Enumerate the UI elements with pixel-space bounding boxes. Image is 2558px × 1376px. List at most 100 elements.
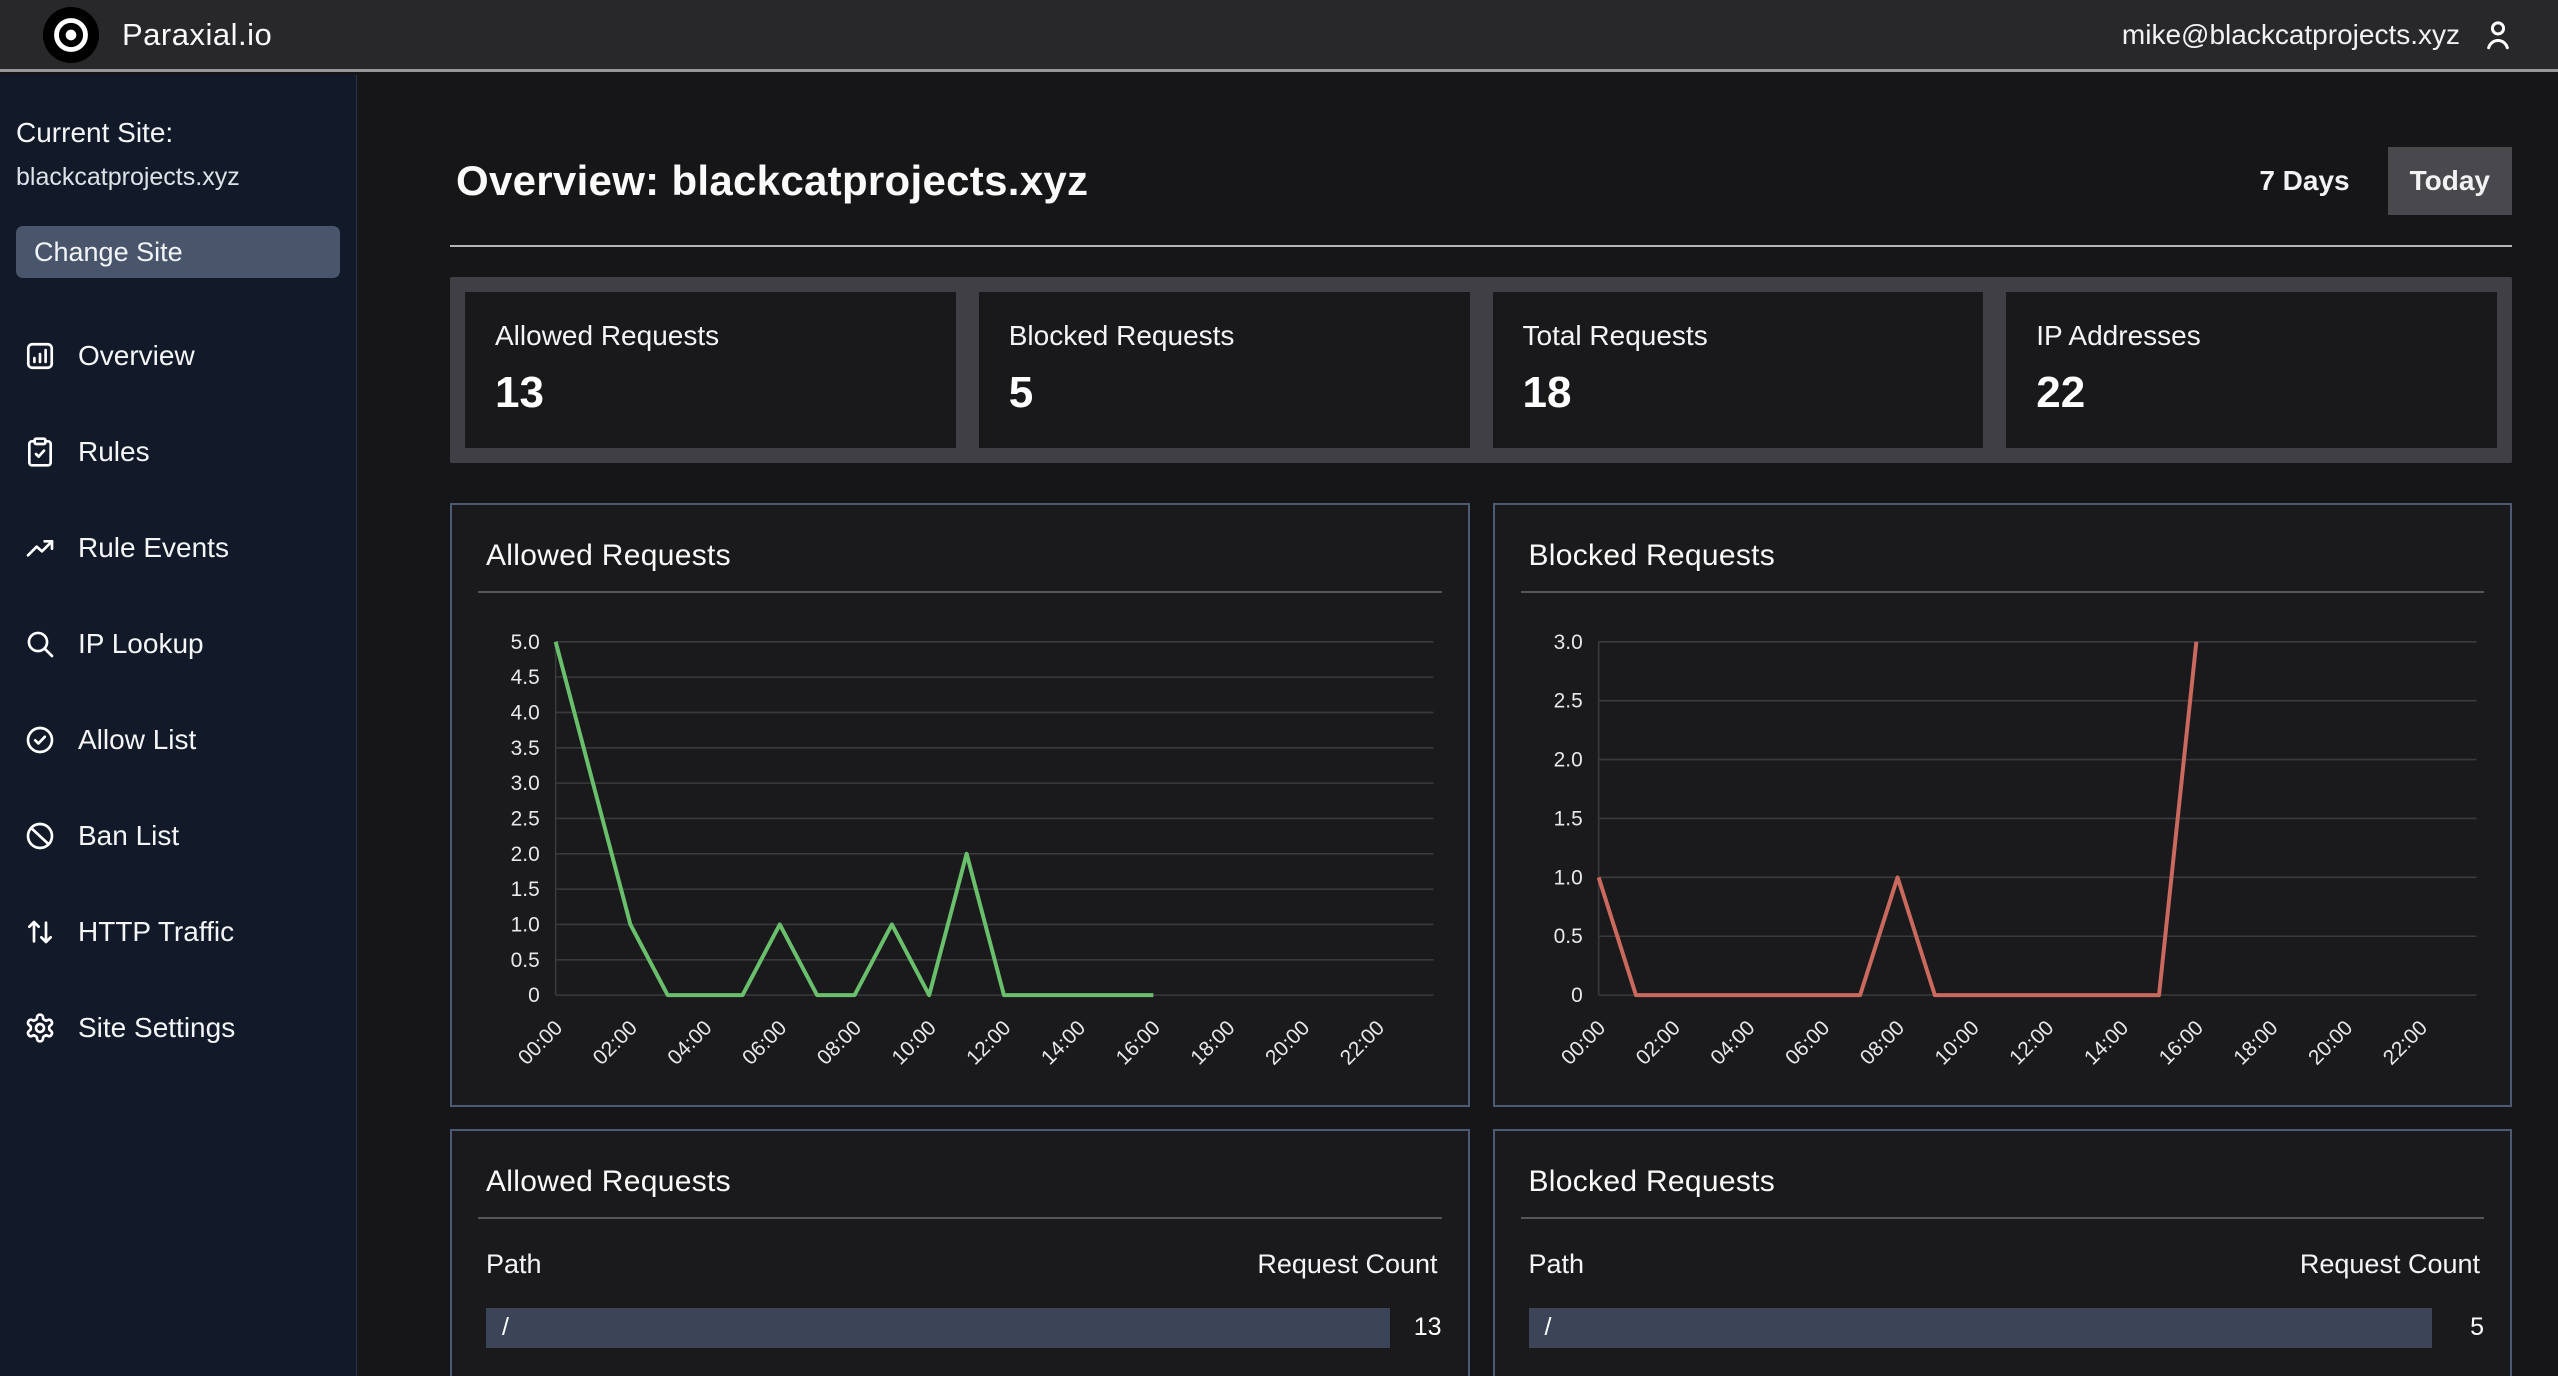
sidebar: Current Site: blackcatprojects.xyz Chang… xyxy=(0,75,357,1376)
svg-text:3.5: 3.5 xyxy=(511,737,540,760)
stat-card-allowed-requests: Allowed Requests 13 xyxy=(465,292,956,448)
path-bar: / xyxy=(486,1307,1390,1348)
main-content: Overview: blackcatprojects.xyz 7 Days To… xyxy=(357,75,2558,1376)
panel-divider xyxy=(1520,591,2484,593)
svg-text:16:00: 16:00 xyxy=(1112,1016,1165,1069)
svg-text:1.0: 1.0 xyxy=(511,913,540,936)
svg-text:04:00: 04:00 xyxy=(663,1016,716,1069)
sidebar-item-rules[interactable]: Rules xyxy=(16,426,340,478)
chart-panel-blocked-requests: Blocked Requests 0 0.5 1.0 1.5 2.0 2.5 3.0 00:0… xyxy=(1492,503,2512,1107)
user-menu[interactable]: mike@blackcatprojects.xyz xyxy=(2122,17,2516,53)
request-count-value: 5 xyxy=(2470,1313,2484,1342)
stat-card-ip-addresses: IP Addresses 22 xyxy=(2006,292,2497,448)
column-header-request-count: Request Count xyxy=(2299,1248,2480,1279)
trending-up-icon xyxy=(24,532,56,564)
sidebar-item-site-settings[interactable]: Site Settings xyxy=(16,1002,340,1054)
check-circle-icon xyxy=(24,724,56,756)
clipboard-check-icon xyxy=(24,436,56,468)
blocked-requests-line-chart: 0 0.5 1.0 1.5 2.0 2.5 3.0 00:00 02:00 04:00 06:00 0… xyxy=(1553,631,2477,1069)
sidebar-item-http-traffic[interactable]: HTTP Traffic xyxy=(16,906,340,958)
range-today-button[interactable]: Today xyxy=(2387,147,2512,215)
table-panel-blocked-requests: Blocked Requests Path Request Count / 5 xyxy=(1492,1128,2512,1376)
svg-text:20:00: 20:00 xyxy=(1261,1016,1314,1069)
svg-text:1.5: 1.5 xyxy=(1553,807,1582,830)
svg-text:14:00: 14:00 xyxy=(1037,1016,1090,1069)
sidebar-item-label: Ban List xyxy=(78,820,180,851)
stat-label: Blocked Requests xyxy=(1008,320,1235,351)
svg-text:4.0: 4.0 xyxy=(511,701,540,724)
sidebar-item-label: HTTP Traffic xyxy=(78,916,235,947)
chart-title: Blocked Requests xyxy=(1528,539,1776,572)
arrows-up-down-icon xyxy=(24,916,56,948)
table-title: Allowed Requests xyxy=(486,1164,731,1198)
svg-text:18:00: 18:00 xyxy=(1186,1016,1239,1069)
sidebar-nav: Overview Rules Rule Events xyxy=(16,330,340,1054)
sidebar-item-allow-list[interactable]: Allow List xyxy=(16,714,340,766)
svg-text:12:00: 12:00 xyxy=(2005,1016,2058,1069)
table-row: / 5 xyxy=(1528,1307,2484,1348)
sidebar-item-label: Rule Events xyxy=(78,532,229,563)
column-header-request-count: Request Count xyxy=(1257,1248,1438,1279)
column-header-path: Path xyxy=(486,1248,542,1279)
current-site-value: blackcatprojects.xyz xyxy=(16,163,240,191)
sidebar-item-label: Rules xyxy=(78,436,150,467)
svg-text:06:00: 06:00 xyxy=(1781,1016,1834,1069)
brand: Paraxial.io xyxy=(42,6,272,64)
current-site-label: Current Site: xyxy=(16,117,174,148)
svg-text:2.5: 2.5 xyxy=(1553,690,1582,713)
top-bar: Paraxial.io mike@blackcatprojects.xyz xyxy=(0,0,2558,72)
svg-text:20:00: 20:00 xyxy=(2304,1016,2357,1069)
allowed-requests-line-chart: 0 0.5 1.0 1.5 2.0 2.5 3.0 3.5 4.0 4.5 5.0 00:00 02:0… xyxy=(511,631,1434,1069)
svg-text:02:00: 02:00 xyxy=(589,1016,642,1069)
svg-text:06:00: 06:00 xyxy=(738,1016,791,1069)
svg-text:1.0: 1.0 xyxy=(1553,866,1582,889)
sidebar-item-rule-events[interactable]: Rule Events xyxy=(16,522,340,574)
svg-text:18:00: 18:00 xyxy=(2229,1016,2282,1069)
sidebar-item-overview[interactable]: Overview xyxy=(16,330,340,382)
sidebar-item-label: Site Settings xyxy=(78,1012,236,1043)
svg-text:08:00: 08:00 xyxy=(813,1016,866,1069)
svg-text:2.5: 2.5 xyxy=(511,807,540,830)
svg-text:02:00: 02:00 xyxy=(1631,1016,1684,1069)
svg-text:22:00: 22:00 xyxy=(1336,1016,1389,1069)
ban-circle-icon xyxy=(24,820,56,852)
svg-text:12:00: 12:00 xyxy=(962,1016,1015,1069)
range-controls: 7 Days Today xyxy=(2259,147,2512,215)
stat-value: 13 xyxy=(495,368,544,417)
stats-row: Allowed Requests 13 Blocked Requests 5 T… xyxy=(450,277,2512,463)
svg-text:2.0: 2.0 xyxy=(511,843,540,866)
sidebar-item-ip-lookup[interactable]: IP Lookup xyxy=(16,618,340,670)
svg-text:1.5: 1.5 xyxy=(511,878,540,901)
svg-text:10:00: 10:00 xyxy=(887,1016,940,1069)
table-panel-allowed-requests: Allowed Requests Path Request Count / 13 xyxy=(450,1128,1470,1376)
svg-text:00:00: 00:00 xyxy=(514,1016,567,1069)
svg-text:0.5: 0.5 xyxy=(511,949,540,972)
user-email: mike@blackcatprojects.xyz xyxy=(2121,18,2460,50)
table-title: Blocked Requests xyxy=(1528,1164,1776,1198)
svg-text:04:00: 04:00 xyxy=(1706,1016,1759,1069)
stat-value: 22 xyxy=(2036,368,2086,417)
sidebar-item-ban-list[interactable]: Ban List xyxy=(16,810,340,862)
panel-divider xyxy=(1520,1216,2484,1219)
svg-text:10:00: 10:00 xyxy=(1930,1016,1983,1069)
user-icon[interactable] xyxy=(2480,17,2516,53)
chart-panel-allowed-requests: Allowed Requests 0 0.5 1.0 1.5 2.0 2.5 3.0 3.5 4… xyxy=(450,503,1470,1107)
table-row: / 13 xyxy=(486,1307,1442,1348)
svg-text:08:00: 08:00 xyxy=(1855,1016,1908,1069)
stat-value: 5 xyxy=(1008,368,1034,417)
svg-text:3.0: 3.0 xyxy=(511,772,540,795)
sidebar-item-label: IP Lookup xyxy=(78,628,204,659)
brand-name: Paraxial.io xyxy=(122,16,273,52)
column-header-path: Path xyxy=(1528,1248,1585,1279)
svg-text:00:00: 00:00 xyxy=(1556,1016,1609,1069)
sidebar-item-label: Allow List xyxy=(78,724,197,755)
svg-text:0: 0 xyxy=(528,984,540,1007)
bar-chart-square-icon xyxy=(24,340,56,372)
stat-card-blocked-requests: Blocked Requests 5 xyxy=(978,292,1470,448)
range-7days-button[interactable]: 7 Days xyxy=(2259,165,2350,196)
change-site-button[interactable]: Change Site xyxy=(16,226,340,278)
svg-text:0: 0 xyxy=(1571,984,1583,1007)
page-title: Overview: blackcatprojects.xyz xyxy=(456,157,1089,204)
svg-text:3.0: 3.0 xyxy=(1553,631,1582,654)
stat-label: Total Requests xyxy=(1522,320,1708,351)
